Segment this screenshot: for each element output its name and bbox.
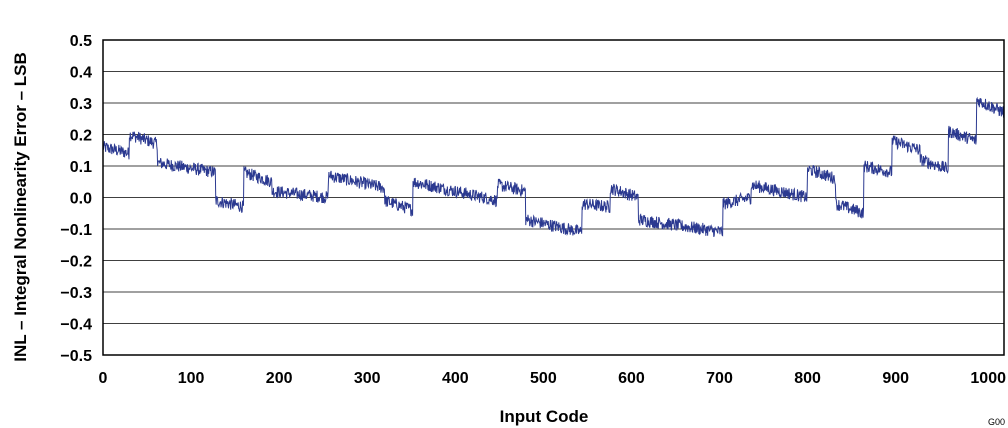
y-tick-label: 0.2 — [70, 128, 92, 145]
inl-series-line — [102, 96, 1005, 238]
series-layer — [102, 96, 1005, 238]
x-tick-label: 0 — [99, 370, 108, 387]
y-tick-label: −0.1 — [60, 222, 92, 239]
y-tick-label: −0.4 — [60, 317, 92, 334]
x-tick-label: 900 — [882, 370, 909, 387]
y-tick-label: −0.3 — [60, 285, 92, 302]
figure-id: G00 — [988, 417, 1005, 427]
grid-lines — [103, 39, 1004, 356]
x-tick-label: 1000 — [970, 370, 1006, 387]
y-tick-label: −0.2 — [60, 254, 92, 271]
y-tick-label: 0.4 — [70, 65, 92, 82]
x-tick-label: 400 — [442, 370, 469, 387]
y-tick-label: 0.1 — [70, 159, 92, 176]
y-tick-label: 0.5 — [70, 33, 92, 50]
y-tick-label: 0.0 — [70, 191, 92, 208]
y-tick-label: −0.5 — [60, 348, 92, 365]
y-axis-title: INL – Integral Nonlinearity Error – LSB — [11, 52, 30, 362]
x-axis-title: Input Code — [500, 407, 589, 426]
x-tick-label: 100 — [178, 370, 205, 387]
y-tick-label: 0.3 — [70, 96, 92, 113]
plot-frame — [102, 39, 1005, 356]
x-tick-label: 700 — [706, 370, 733, 387]
tick-labels: −0.5 −0.4 −0.3 −0.2 −0.1 0.0 0.1 0.2 0.3 0.4 0.5 0 1… — [60, 33, 1006, 387]
x-tick-label: 600 — [618, 370, 645, 387]
x-tick-label: 500 — [530, 370, 557, 387]
x-tick-label: 300 — [354, 370, 381, 387]
x-tick-label: 200 — [266, 370, 293, 387]
x-tick-label: 800 — [794, 370, 821, 387]
